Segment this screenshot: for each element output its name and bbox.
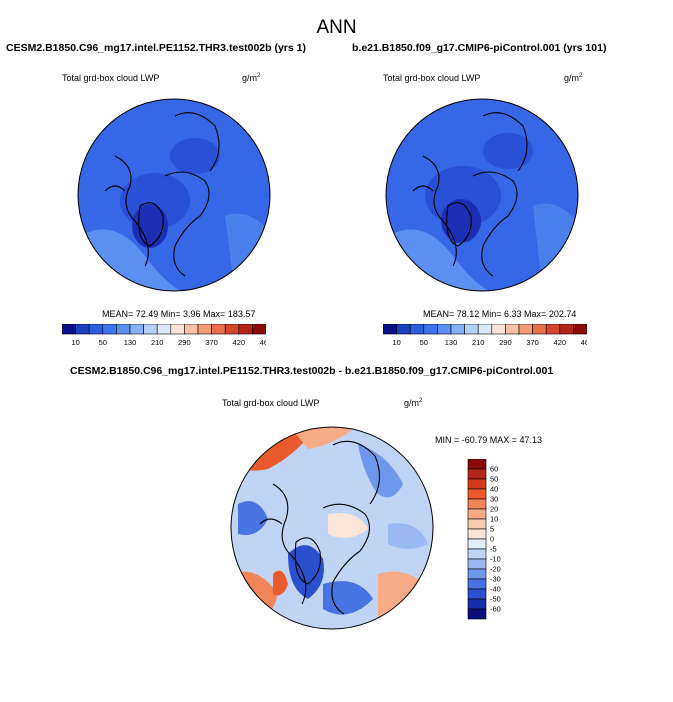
diff-colorbar-tick-label: 5	[490, 525, 494, 534]
panel2-stats: MEAN= 78.12 Min= 6.33 Max= 202.74	[423, 309, 577, 319]
panel1-colorbar-swatch	[62, 324, 76, 335]
diff-colorbar-tick-label: -5	[490, 545, 497, 554]
diff-colorbar-swatch	[467, 488, 487, 500]
diff-colorbar-swatch	[467, 608, 487, 620]
panel1-polar-map	[77, 98, 271, 292]
panel2-polar-map	[385, 98, 579, 292]
panel2-colorbar-swatch	[559, 324, 574, 335]
panel1-colorbar-swatch	[129, 324, 144, 335]
panel1-colorbar-swatch	[197, 324, 212, 335]
diff-colorbar-tick-label: -40	[490, 585, 501, 594]
panel1-case-title: CESM2.B1850.C96_mg17.intel.PE1152.THR3.t…	[6, 42, 306, 54]
diff-stats: MIN = -60.79 MAX = 47.13	[435, 435, 543, 445]
panel1-colorbar-swatch	[184, 324, 199, 335]
panel1-colorbar-swatch	[156, 324, 172, 335]
panel1-colorbar-swatch	[75, 324, 90, 335]
panel2-colorbar-swatch	[464, 324, 479, 335]
panel2-colorbar-tick-label: 130	[445, 338, 458, 347]
diff-colorbar-tick-label: 50	[490, 475, 498, 484]
diff-colorbar-swatch	[467, 558, 487, 570]
diff-colorbar-tick-label: -10	[490, 555, 501, 564]
diff-colorbar-swatch	[467, 459, 487, 470]
panel1-colorbar-tick-label: 10	[71, 338, 79, 347]
diff-case-title: CESM2.B1850.C96_mg17.intel.PE1152.THR3.t…	[70, 365, 554, 377]
diff-colorbar-swatch	[467, 498, 487, 510]
panel2-colorbar-swatch	[450, 324, 465, 335]
panel1-colorbar-swatch	[252, 324, 266, 335]
diff-colorbar-tick-label: -50	[490, 595, 501, 604]
panel2-colorbar-tick-label: 420	[554, 338, 567, 347]
panel1-colorbar-swatch	[102, 324, 117, 335]
diff-colorbar-tick-label: 40	[490, 485, 498, 494]
panel1-colorbar-swatch	[116, 324, 131, 335]
panel2-colorbar-swatch	[477, 324, 493, 335]
diff-colorbar-tick-label: 20	[490, 505, 498, 514]
panel2-colorbar-tick-label: 460	[581, 338, 587, 347]
panel2-colorbar-swatch	[505, 324, 520, 335]
panel2-colorbar-swatch	[437, 324, 452, 335]
diff-colorbar-swatch	[467, 468, 487, 480]
diff-colorbar-tick-label: -30	[490, 575, 501, 584]
panel2-colorbar-tick-label: 370	[526, 338, 539, 347]
panel2-colorbar-swatch	[518, 324, 533, 335]
panel1-colorbar-tick-label: 210	[151, 338, 164, 347]
panel1-colorbar-tick-label: 50	[99, 338, 107, 347]
diff-colorbar-swatch	[467, 568, 487, 580]
diff-colorbar-tick-label: -20	[490, 565, 501, 574]
diff-colorbar-swatch	[467, 518, 487, 530]
diff-colorbar-swatch	[467, 528, 487, 540]
panel1-variable-label: Total grd-box cloud LWP	[62, 73, 160, 83]
diff-coastlines	[259, 440, 381, 615]
panel2-colorbar-swatch	[409, 324, 425, 335]
diff-colorbar-tick-label: 60	[490, 465, 498, 474]
panel2-variable-label: Total grd-box cloud LWP	[383, 73, 481, 83]
panel1-units: g/m2	[242, 73, 261, 83]
panel1-colorbar-tick-label: 370	[205, 338, 218, 347]
panel2-case-title: b.e21.B1850.f09_g17.CMIP6-piControl.001 …	[352, 42, 607, 54]
panel2-colorbar-swatch	[573, 324, 587, 335]
panel1-colorbar-tick-label: 460	[260, 338, 266, 347]
diff-colorbar-tick-label: 30	[490, 495, 498, 504]
panel1-colorbar: 10 50 130 210 290 370 420 460	[62, 324, 266, 347]
panel2-colorbar-tick-label: 50	[420, 338, 428, 347]
diff-colorbar-tick-label: 0	[490, 535, 494, 544]
panel1-coastlines	[104, 112, 220, 277]
diff-colorbar-tick-label: -60	[490, 605, 501, 614]
panel2-units: g/m2	[564, 73, 583, 83]
panel1-colorbar-tick-label: 290	[178, 338, 191, 347]
panel2-colorbar-swatch	[396, 324, 411, 335]
panel2-colorbar: 10 50 130 210 290 370 420 460	[383, 324, 587, 347]
diff-variable-label: Total grd-box cloud LWP	[222, 398, 320, 408]
panel2-colorbar-tick-label: 290	[499, 338, 512, 347]
panel1-colorbar-swatch	[211, 324, 226, 335]
panel2-colorbar-tick-label: 210	[472, 338, 485, 347]
panel1-colorbar-swatch	[170, 324, 185, 335]
panel2-colorbar-tick-label: 10	[392, 338, 400, 347]
panel1-colorbar-tick-label: 420	[233, 338, 246, 347]
diff-colorbar-swatch	[467, 538, 487, 550]
diff-colorbar-swatch	[467, 478, 487, 490]
panel2-colorbar-swatch	[423, 324, 438, 335]
diff-colorbar-swatch	[467, 508, 487, 520]
panel1-colorbar-swatch	[224, 324, 240, 335]
diff-colorbar-swatch	[467, 598, 487, 610]
panel2-colorbar-swatch	[545, 324, 561, 335]
diff-colorbar-swatch	[467, 578, 487, 590]
diff-colorbar-swatch	[467, 548, 487, 560]
panel2-colorbar-swatch	[491, 324, 506, 335]
diff-polar-map	[230, 426, 434, 630]
panel1-colorbar-tick-label: 130	[124, 338, 137, 347]
panel2-colorbar-swatch	[383, 324, 397, 335]
diff-colorbar-tick-label: 10	[490, 515, 498, 524]
panel1-stats: MEAN= 72.49 Min= 3.96 Max= 183.57	[102, 309, 256, 319]
diff-colorbar-swatch	[467, 588, 487, 600]
panel1-colorbar-swatch	[143, 324, 158, 335]
panel1-colorbar-swatch	[238, 324, 253, 335]
figure-title: ANN	[316, 17, 357, 38]
panel1-colorbar-swatch	[88, 324, 104, 335]
panel2-colorbar-swatch	[532, 324, 547, 335]
diff-units: g/m2	[404, 398, 423, 408]
panel2-coastlines	[412, 112, 528, 277]
